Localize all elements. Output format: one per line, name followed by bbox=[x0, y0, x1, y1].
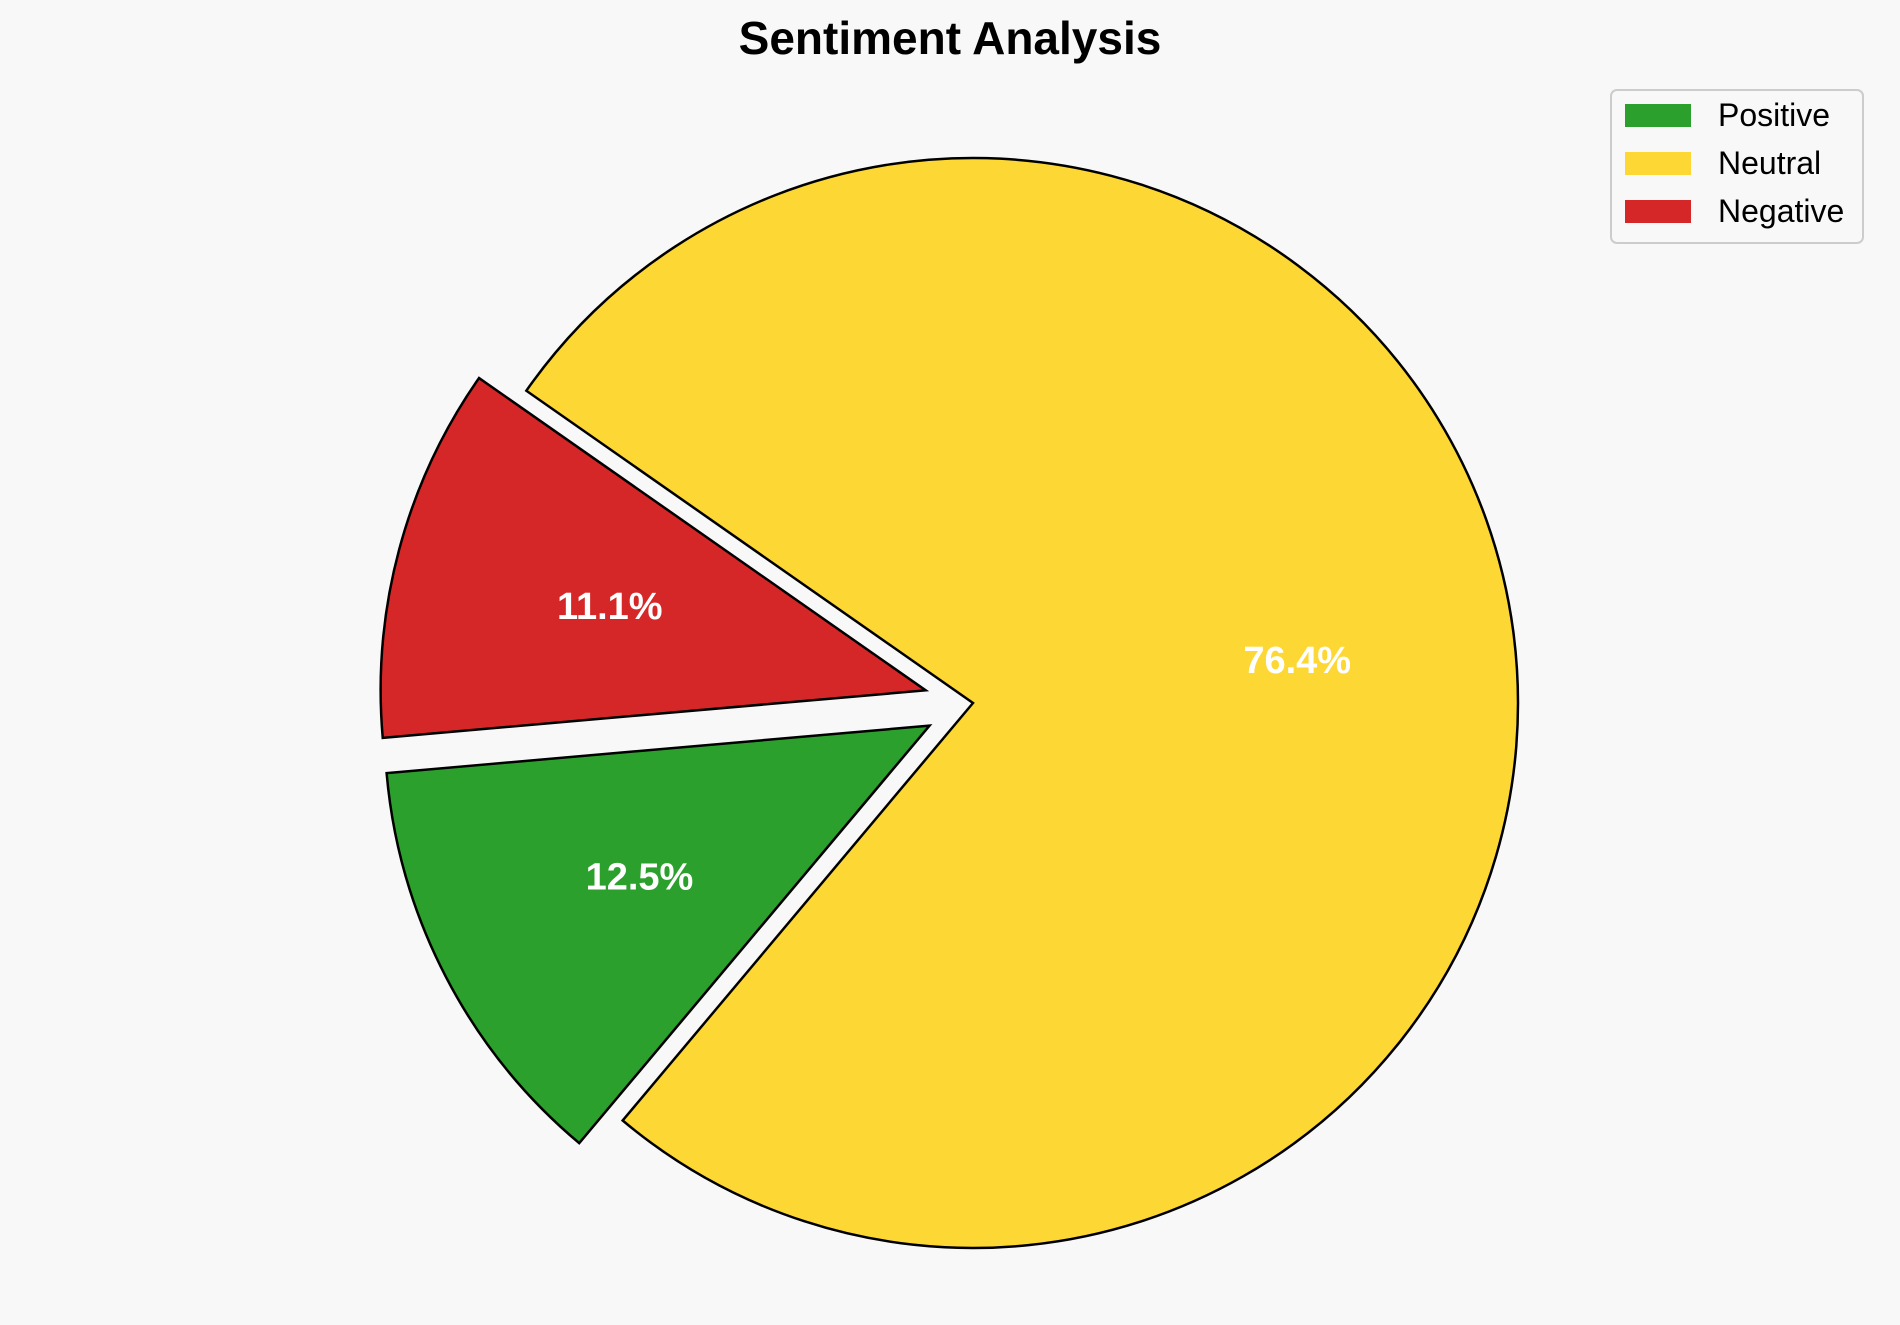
pie-slice-negative bbox=[379, 376, 930, 740]
pie-slice-positive bbox=[385, 724, 933, 1145]
legend: Positive Neutral Negative bbox=[1610, 89, 1864, 244]
legend-label-negative: Negative bbox=[1718, 193, 1844, 229]
slice-label-negative: 11.1% bbox=[557, 586, 663, 628]
legend-label-neutral: Neutral bbox=[1718, 145, 1821, 181]
slice-label-positive: 12.5% bbox=[586, 857, 694, 899]
chart-title: Sentiment Analysis bbox=[739, 12, 1162, 64]
pie-slice-neutral bbox=[524, 156, 1520, 1250]
legend-label-positive: Positive bbox=[1718, 97, 1830, 133]
legend-swatch-positive bbox=[1625, 104, 1691, 127]
pie: 12.5% 76.4% 11.1% bbox=[379, 156, 1520, 1250]
slice-label-neutral: 76.4% bbox=[1243, 640, 1351, 682]
legend-swatch-negative bbox=[1625, 200, 1691, 223]
legend-swatch-neutral bbox=[1625, 152, 1691, 175]
